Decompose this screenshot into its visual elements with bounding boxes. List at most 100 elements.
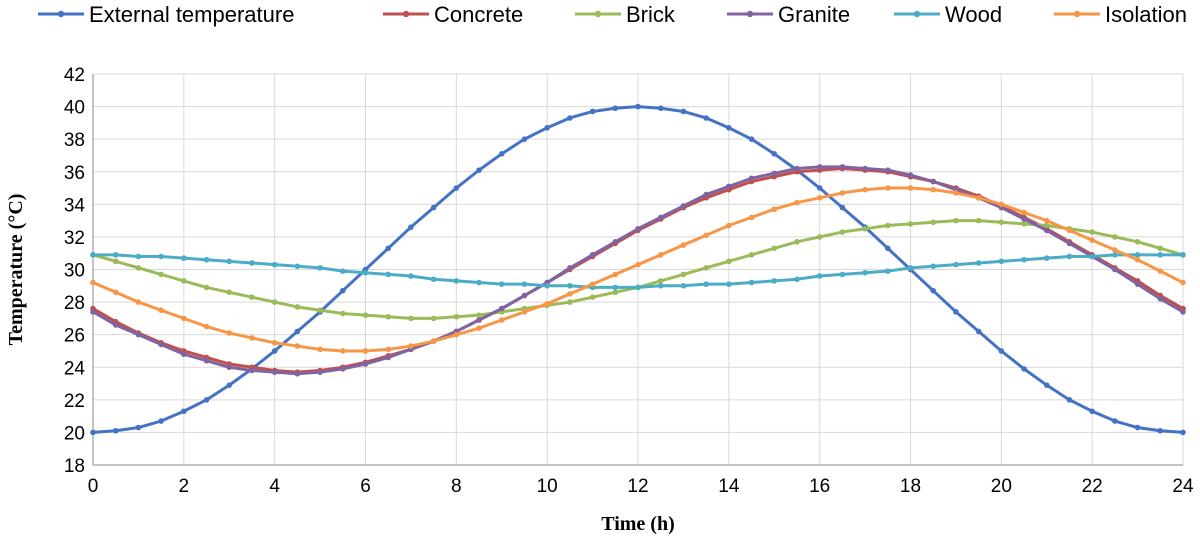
data-point [1134,252,1141,258]
data-point [816,164,823,170]
data-point [1043,222,1050,229]
data-point [1021,221,1027,227]
legend-item: Granite [727,2,850,27]
data-point [862,186,868,193]
data-point [1157,252,1164,258]
y-axis-title: Temperature (°C) [5,194,27,346]
data-point [612,105,619,112]
data-point [498,317,505,323]
legend-label: Isolation [1105,2,1187,27]
y-tick-label: 36 [64,163,85,184]
data-point [726,281,732,287]
data-point [862,225,868,232]
data-point [408,273,414,279]
data-point [271,299,278,305]
y-tick-label: 20 [64,423,85,444]
data-point [726,183,732,190]
data-point [635,284,641,291]
data-point [90,429,96,436]
data-point [339,366,346,372]
data-point [112,322,119,328]
x-tick-label: 16 [809,476,830,497]
data-point [1134,256,1141,263]
data-point [430,315,437,322]
y-tick-label: 18 [64,456,85,477]
data-point [1180,309,1186,315]
data-point [771,278,778,284]
data-point [884,185,891,191]
data-point [1180,429,1186,436]
data-point [907,185,914,191]
data-point [1157,427,1164,434]
data-point [385,245,392,252]
data-point [498,305,505,312]
data-point [567,115,573,121]
data-point [476,312,482,318]
data-point [703,191,709,198]
data-point [657,105,664,112]
data-point [657,252,664,258]
legend-label: Wood [945,2,1002,27]
data-point [748,136,755,142]
data-point [657,278,664,284]
data-point [703,115,709,121]
data-point [158,418,164,424]
legend-label: Brick [626,2,676,27]
data-point [703,232,709,239]
data-point [589,252,596,258]
data-point [1021,216,1027,222]
data-point [112,427,119,434]
data-point [521,281,528,287]
data-point [703,281,709,287]
data-point [1157,296,1164,302]
data-point [498,281,505,287]
y-tick-label: 40 [64,98,85,119]
legend-marker [594,10,602,18]
data-point [294,370,301,377]
data-point [794,239,800,245]
data-point [294,328,301,335]
data-point [771,245,778,252]
data-point [158,253,164,260]
legend-item: Brick [575,2,676,27]
data-point [90,279,96,286]
legend-item: Isolation [1054,2,1187,27]
data-point [271,340,278,346]
data-point [385,313,392,320]
data-point [362,269,369,276]
data-point [453,331,460,338]
legend-label: Concrete [434,2,523,27]
data-point [90,252,96,258]
data-point [975,260,982,266]
data-point [884,245,891,252]
data-point [998,258,1005,265]
data-point [839,229,846,235]
y-tick-label: 24 [64,358,86,379]
data-point [635,103,641,110]
data-point [635,225,641,232]
data-point [249,335,255,341]
data-point [339,287,346,294]
data-point [567,265,573,271]
legend-item: Concrete [383,2,523,27]
legend-marker [913,10,921,18]
y-tick-label: 34 [64,195,86,216]
data-point [1180,279,1186,286]
data-point [1112,418,1118,424]
data-point [1021,366,1027,372]
data-point [1043,227,1050,234]
legend-item: External temperature [38,2,294,27]
data-point [1157,268,1164,274]
data-point [476,325,482,331]
data-point [135,265,142,271]
data-point [430,276,437,283]
data-point [1112,247,1118,253]
data-point [930,287,937,294]
y-tick-label: 28 [64,293,85,314]
data-point [249,294,255,300]
data-point [771,170,778,177]
data-point [317,265,323,271]
